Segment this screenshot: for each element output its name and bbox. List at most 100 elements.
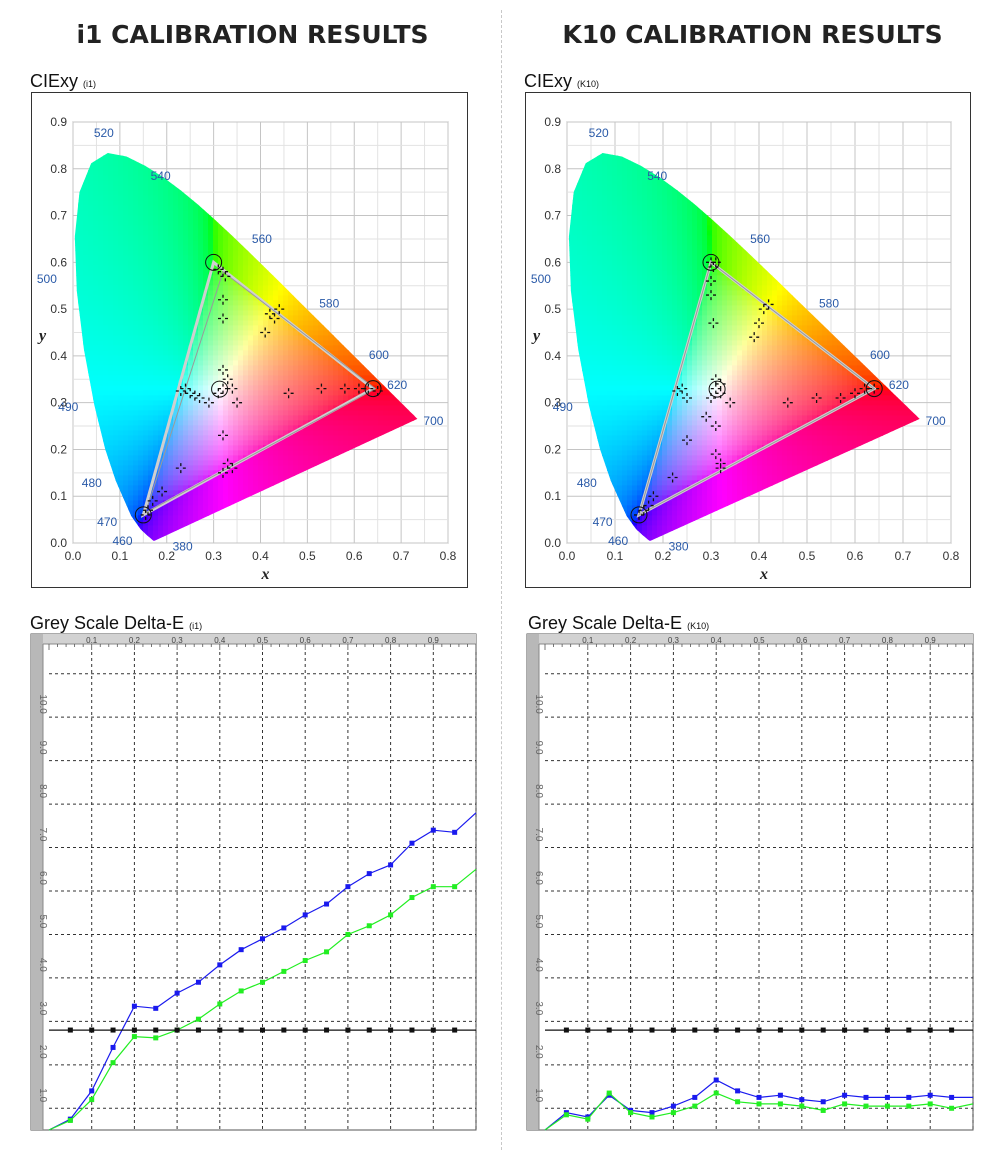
- color-cell: [148, 205, 154, 211]
- color-cell: [133, 265, 139, 271]
- color-cell: [188, 460, 194, 466]
- color-cell: [168, 340, 174, 346]
- color-cell: [93, 250, 99, 256]
- color-cell: [143, 425, 149, 431]
- color-cell: [288, 460, 294, 466]
- color-cell: [373, 415, 379, 421]
- color-cell: [123, 305, 129, 311]
- color-cell: [318, 335, 324, 341]
- color-cell: [238, 260, 244, 266]
- color-cell: [228, 280, 234, 286]
- color-cell: [268, 345, 274, 351]
- color-cell: [88, 170, 94, 176]
- color-cell: [318, 380, 324, 386]
- color-cell: [148, 380, 154, 386]
- color-cell: [183, 315, 189, 321]
- color-cell: [103, 255, 109, 261]
- color-cell: [188, 375, 194, 381]
- color-cell: [133, 395, 139, 401]
- color-cell: [243, 255, 249, 261]
- color-cell: [78, 200, 84, 206]
- color-cell: [138, 340, 144, 346]
- color-cell: [218, 295, 224, 301]
- color-cell: [178, 350, 184, 356]
- color-cell: [213, 430, 219, 436]
- color-cell: [153, 175, 159, 181]
- color-cell: [133, 365, 139, 371]
- color-cell: [168, 435, 174, 441]
- color-cell: [163, 200, 169, 206]
- color-cell: [318, 435, 324, 441]
- cie-right-title: CIExy (K10): [524, 71, 600, 91]
- color-cell: [303, 380, 309, 386]
- color-cell: [153, 295, 159, 301]
- color-cell: [278, 470, 284, 476]
- color-cell: [173, 360, 179, 366]
- color-cell: [218, 420, 224, 426]
- color-cell: [238, 335, 244, 341]
- color-cell: [403, 415, 409, 421]
- color-cell: [293, 410, 299, 416]
- color-cell: [368, 400, 374, 406]
- color-cell: [83, 345, 89, 351]
- color-cell: [78, 225, 84, 231]
- color-cell: [273, 475, 279, 481]
- color-cell: [243, 350, 249, 356]
- color-cell: [243, 400, 249, 406]
- color-cell: [188, 465, 194, 471]
- color-cell: [103, 350, 109, 356]
- color-cell: [343, 355, 349, 361]
- color-cell: [178, 335, 184, 341]
- color-cell: [113, 425, 119, 431]
- color-cell: [213, 410, 219, 416]
- color-cell: [168, 245, 174, 251]
- color-cell: [143, 490, 149, 496]
- color-cell: [218, 440, 224, 446]
- color-cell: [133, 440, 139, 446]
- color-cell: [148, 475, 154, 481]
- color-cell: [103, 390, 109, 396]
- color-cell: [283, 465, 289, 471]
- de-left-title: Grey Scale Delta-E (i1): [30, 613, 203, 633]
- color-cell: [358, 400, 364, 406]
- color-cell: [313, 455, 319, 461]
- color-cell: [108, 350, 114, 356]
- color-cell: [328, 335, 334, 341]
- color-cell: [298, 325, 304, 331]
- color-cell: [313, 440, 319, 446]
- color-cell: [338, 340, 344, 346]
- color-cell: [308, 460, 314, 466]
- color-cell: [118, 240, 124, 246]
- color-cell: [103, 315, 109, 321]
- color-cell: [168, 480, 174, 486]
- color-cell: [248, 425, 254, 431]
- color-cell: [103, 335, 109, 341]
- color-cell: [143, 350, 149, 356]
- color-cell: [178, 210, 184, 216]
- color-cell: [103, 215, 109, 221]
- color-cell: [103, 325, 109, 331]
- color-cell: [183, 345, 189, 351]
- color-cell: [113, 170, 119, 176]
- color-cell: [123, 240, 129, 246]
- color-cell: [293, 425, 299, 431]
- color-cell: [373, 395, 379, 401]
- color-cell: [128, 285, 134, 291]
- color-cell: [243, 460, 249, 466]
- color-cell: [103, 395, 109, 401]
- color-cell: [208, 480, 214, 486]
- color-cell: [168, 425, 174, 431]
- color-cell: [128, 350, 134, 356]
- color-cell: [188, 295, 194, 301]
- color-cell: [198, 265, 204, 271]
- color-cell: [103, 345, 109, 351]
- color-cell: [143, 315, 149, 321]
- color-cell: [98, 230, 104, 236]
- color-cell: [143, 365, 149, 371]
- color-cell: [208, 325, 214, 331]
- color-cell: [133, 370, 139, 376]
- color-cell: [158, 180, 164, 186]
- color-cell: [258, 390, 264, 396]
- color-cell: [148, 210, 154, 216]
- color-cell: [133, 180, 139, 186]
